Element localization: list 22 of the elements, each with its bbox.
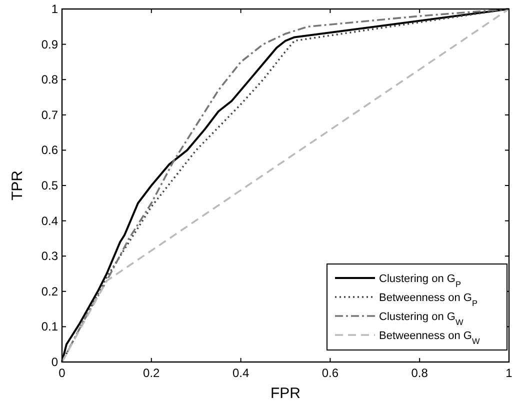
- y-tick-label: 0.9: [41, 37, 58, 52]
- legend-label: Clustering on G$_{W}$: [379, 311, 464, 326]
- y-tick-label: 0.7: [41, 108, 58, 122]
- y-tick-label: 0: [51, 355, 58, 369]
- y-tick-label: 0.1: [41, 320, 58, 334]
- x-tick-label: 1: [506, 366, 513, 380]
- y-tick-label: 0.2: [41, 284, 58, 298]
- legend-label: Clustering on G$_{P}$: [379, 273, 462, 288]
- y-tick-label: 0.4: [41, 214, 58, 228]
- y-tick-label: 0.5: [41, 178, 58, 192]
- x-tick-label: 0.8: [411, 366, 428, 380]
- y-tick-label: 0.3: [41, 249, 58, 264]
- y-axis-title: TPR: [9, 170, 26, 200]
- x-tick-label: 0.6: [322, 366, 339, 380]
- y-tick-label: 0.6: [41, 143, 58, 158]
- y-tick-label: 0.8: [41, 72, 58, 87]
- legend-label: Betweenness on G$_{P}$: [379, 292, 478, 308]
- x-tick-label: 0.4: [232, 366, 250, 380]
- x-axis-title: FPR: [270, 385, 301, 402]
- y-tick-label: 1: [51, 2, 58, 16]
- x-tick-label: 0.2: [143, 366, 160, 380]
- legend-label: Betweenness on G$_{W}$: [379, 330, 480, 346]
